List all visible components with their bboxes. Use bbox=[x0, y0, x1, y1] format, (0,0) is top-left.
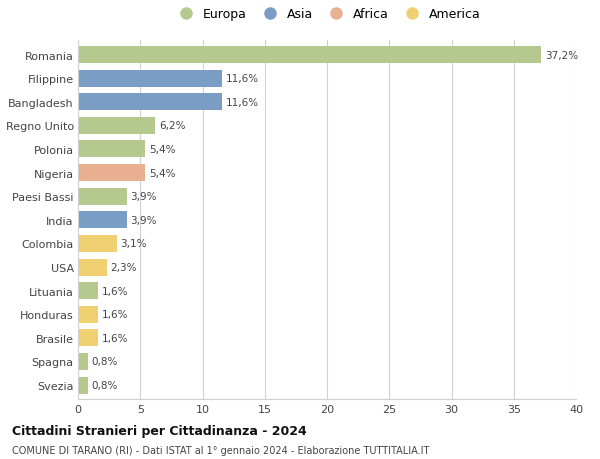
Text: 11,6%: 11,6% bbox=[226, 74, 259, 84]
Text: 3,9%: 3,9% bbox=[130, 215, 157, 225]
Bar bbox=[78, 47, 541, 64]
Text: 2,3%: 2,3% bbox=[110, 263, 137, 273]
Bar bbox=[78, 306, 98, 323]
Legend: Europa, Asia, Africa, America: Europa, Asia, Africa, America bbox=[169, 5, 485, 25]
Text: 0,8%: 0,8% bbox=[92, 357, 118, 367]
Text: 3,1%: 3,1% bbox=[121, 239, 147, 249]
Bar bbox=[78, 235, 116, 252]
Text: 6,2%: 6,2% bbox=[159, 121, 185, 131]
Text: 1,6%: 1,6% bbox=[101, 286, 128, 296]
Text: 0,8%: 0,8% bbox=[92, 380, 118, 390]
Bar bbox=[78, 71, 223, 88]
Text: 5,4%: 5,4% bbox=[149, 145, 175, 155]
Text: 1,6%: 1,6% bbox=[101, 309, 128, 319]
Text: 3,9%: 3,9% bbox=[130, 192, 157, 202]
Bar bbox=[78, 377, 88, 394]
Bar bbox=[78, 118, 155, 134]
Bar bbox=[78, 188, 127, 205]
Text: Cittadini Stranieri per Cittadinanza - 2024: Cittadini Stranieri per Cittadinanza - 2… bbox=[12, 425, 307, 437]
Bar bbox=[78, 353, 88, 370]
Text: 11,6%: 11,6% bbox=[226, 98, 259, 107]
Bar bbox=[78, 282, 98, 299]
Bar bbox=[78, 141, 145, 158]
Text: COMUNE DI TARANO (RI) - Dati ISTAT al 1° gennaio 2024 - Elaborazione TUTTITALIA.: COMUNE DI TARANO (RI) - Dati ISTAT al 1°… bbox=[12, 445, 430, 455]
Text: 1,6%: 1,6% bbox=[101, 333, 128, 343]
Bar bbox=[78, 94, 223, 111]
Bar bbox=[78, 212, 127, 229]
Bar bbox=[78, 330, 98, 347]
Text: 37,2%: 37,2% bbox=[545, 50, 578, 61]
Bar bbox=[78, 259, 107, 276]
Text: 5,4%: 5,4% bbox=[149, 168, 175, 178]
Bar bbox=[78, 165, 145, 182]
